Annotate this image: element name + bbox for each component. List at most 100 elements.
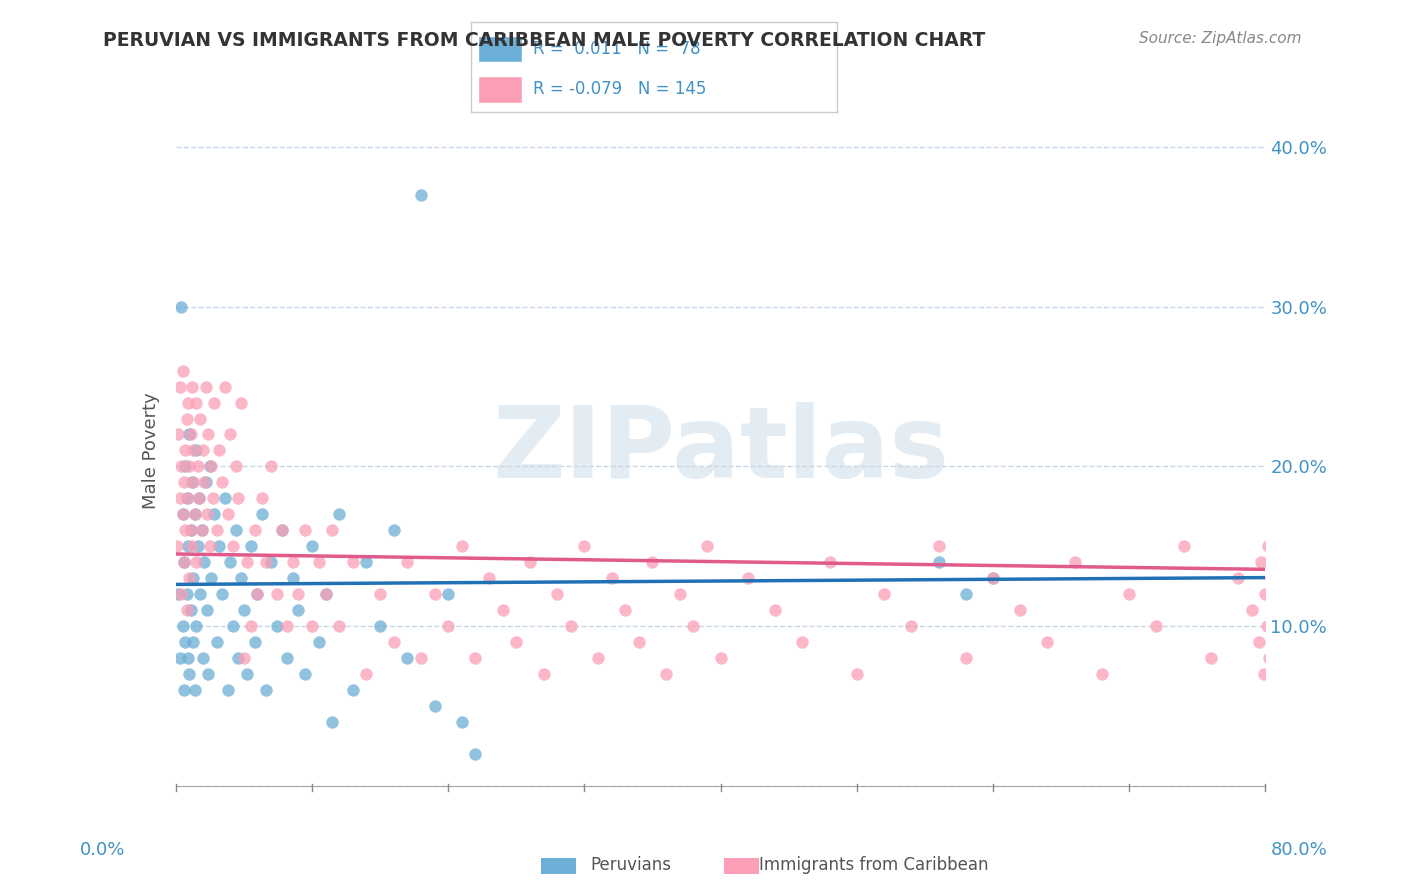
Point [246,587,269,601]
Point [1278,587,1301,601]
Point [328,508,350,522]
Point [170,587,193,601]
Point [792,635,814,649]
Point [193,475,215,490]
Point [217,683,239,698]
Point [356,667,378,681]
Point [181,475,204,490]
Point [191,443,214,458]
Point [250,491,273,506]
Point [1173,539,1195,553]
Point [188,587,211,601]
Point [186,539,209,553]
Point [214,379,236,393]
Point [187,491,209,506]
Point [368,587,391,601]
Y-axis label: Male Poverty: Male Poverty [142,392,160,508]
Point [186,443,208,458]
Point [239,539,262,553]
Point [231,571,253,585]
Point [1253,667,1275,681]
Point [174,635,197,649]
Point [1277,667,1299,681]
Point [194,379,217,393]
Point [190,524,212,538]
Point [396,555,419,569]
Point [294,667,316,681]
Point [187,491,209,506]
Point [250,508,273,522]
Point [276,651,298,665]
Point [281,555,304,569]
Point [170,300,193,314]
Point [1271,651,1294,665]
Point [173,555,195,569]
Point [409,187,432,202]
Point [1282,651,1305,665]
Point [184,508,207,522]
Point [176,587,198,601]
Point [177,491,200,506]
Point [1265,667,1288,681]
Point [183,571,205,585]
Point [586,651,609,665]
Point [1254,587,1277,601]
Point [1286,635,1309,649]
Point [560,619,582,633]
Point [737,571,759,585]
Point [1091,667,1114,681]
Text: Source: ZipAtlas.com: Source: ZipAtlas.com [1139,31,1302,46]
FancyBboxPatch shape [478,36,522,62]
Point [928,539,950,553]
Point [179,571,201,585]
Text: PERUVIAN VS IMMIGRANTS FROM CARIBBEAN MALE POVERTY CORRELATION CHART: PERUVIAN VS IMMIGRANTS FROM CARIBBEAN MA… [103,31,984,50]
Point [190,524,212,538]
FancyBboxPatch shape [478,76,522,103]
Point [174,443,197,458]
Point [423,587,446,601]
Point [243,635,266,649]
Text: 80.0%: 80.0% [1271,840,1327,858]
Point [1268,619,1291,633]
Point [172,363,194,377]
Point [177,651,200,665]
Point [222,619,245,633]
Point [188,411,211,425]
Point [682,619,704,633]
Point [315,587,337,601]
Point [176,603,198,617]
Point [243,524,266,538]
Point [1240,603,1263,617]
Point [173,683,195,698]
Point [193,555,215,569]
Point [271,524,294,538]
Point [342,555,364,569]
Point [1250,555,1272,569]
Point [287,587,309,601]
Point [1275,635,1298,649]
Point [176,411,198,425]
Point [627,635,650,649]
Point [179,459,201,474]
Point [208,539,231,553]
Point [167,587,190,601]
Point [1144,619,1167,633]
Point [641,555,664,569]
Point [505,635,527,649]
Point [356,555,378,569]
Point [1227,571,1250,585]
Point [294,524,316,538]
Point [696,539,718,553]
Point [1257,539,1279,553]
Point [173,475,195,490]
Text: 0.0%: 0.0% [80,840,125,858]
Point [1281,539,1303,553]
Point [281,571,304,585]
Point [287,603,309,617]
Point [205,635,228,649]
Point [492,603,515,617]
Text: ZIPatlas: ZIPatlas [492,402,949,499]
Point [198,539,221,553]
Point [197,667,219,681]
Point [368,619,391,633]
